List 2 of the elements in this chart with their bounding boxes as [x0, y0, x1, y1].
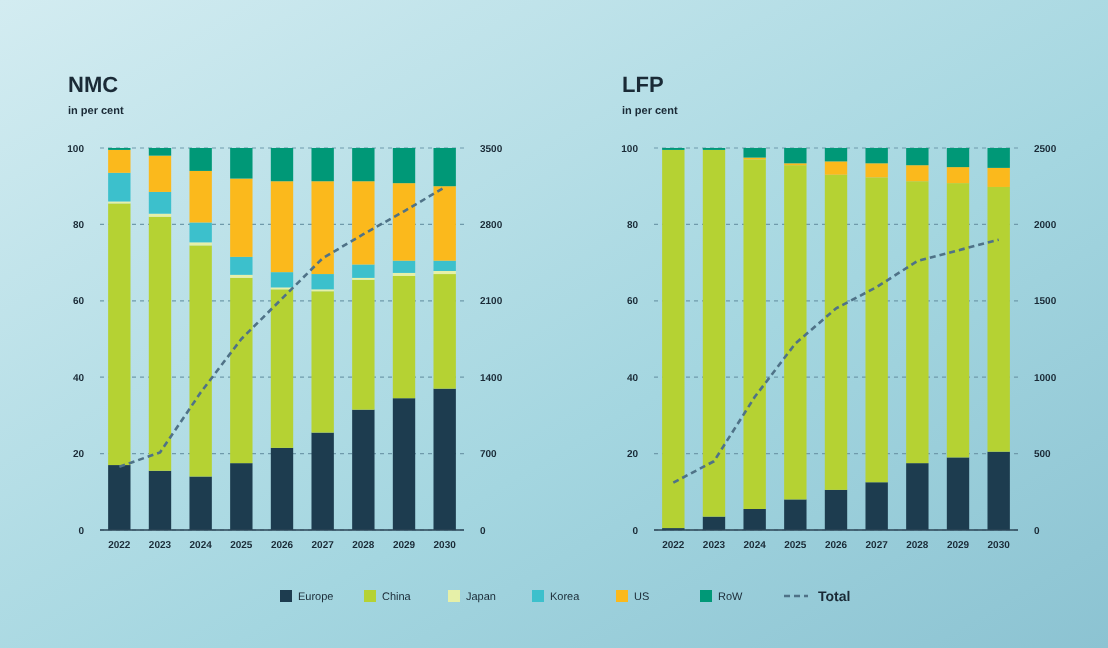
chart-title: LFP	[622, 74, 664, 98]
chart-title: NMC	[68, 74, 119, 98]
